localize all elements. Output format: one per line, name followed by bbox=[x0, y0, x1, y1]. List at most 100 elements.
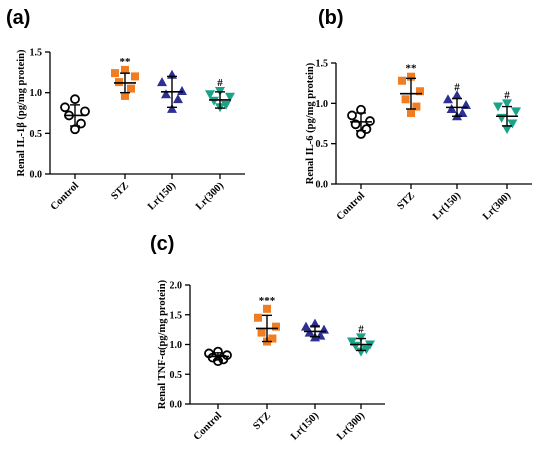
data-point bbox=[268, 334, 277, 343]
data-point bbox=[446, 103, 457, 113]
x-tick-label: Control bbox=[335, 190, 367, 222]
significance-label: ** bbox=[120, 56, 132, 68]
significance-label: # bbox=[217, 77, 223, 89]
data-point bbox=[407, 109, 415, 118]
significance-label: *** bbox=[259, 295, 276, 307]
significance-label: # bbox=[358, 323, 364, 335]
y-tick-label: 1.0 bbox=[30, 88, 43, 99]
group-lr300: Lr(300) # bbox=[335, 323, 375, 442]
group-stz: STZ ** bbox=[395, 63, 424, 212]
x-tick-label: Lr(150) bbox=[431, 190, 463, 222]
data-point bbox=[209, 96, 219, 106]
data-point bbox=[80, 106, 90, 117]
data-point bbox=[263, 304, 271, 313]
y-tick-label: 0.0 bbox=[316, 180, 329, 191]
y-tick-label: 1.5 bbox=[170, 310, 183, 321]
group-stz: STZ *** bbox=[251, 295, 280, 432]
group-lr150: Lr(150) bbox=[146, 69, 187, 212]
panel-a: (a) Renal IL-1β (pg/mg protein) 0.0 0.5 1.0 1… bbox=[6, 7, 245, 213]
significance-label: ** bbox=[406, 63, 418, 75]
data-point bbox=[225, 92, 235, 102]
x-tick-label: STZ bbox=[395, 190, 417, 212]
data-point bbox=[70, 94, 80, 105]
data-point bbox=[272, 322, 280, 331]
data-point bbox=[177, 86, 187, 96]
x-tick-label: Lr(300) bbox=[481, 190, 513, 222]
y-tick-label: 0.0 bbox=[30, 170, 43, 181]
data-point bbox=[401, 95, 410, 104]
data-point bbox=[111, 69, 119, 78]
data-point bbox=[301, 321, 311, 331]
y-tick-label: 0.0 bbox=[170, 400, 183, 411]
y-tick-label: 0.5 bbox=[316, 139, 329, 150]
y-axis-title: Renal IL-1β (pg/mg protein) bbox=[16, 49, 27, 176]
data-point bbox=[157, 77, 167, 87]
data-point bbox=[76, 118, 86, 129]
group-lr300: Lr(300) # bbox=[481, 89, 521, 222]
group-lr150: Lr(150) bbox=[289, 318, 329, 442]
y-tick-label: 0.5 bbox=[170, 370, 183, 381]
data-point bbox=[127, 84, 135, 93]
data-point bbox=[502, 125, 512, 135]
data-point bbox=[365, 116, 375, 126]
data-point bbox=[350, 119, 361, 130]
y-axis-title: Renal IL-6 (pg/mg protein) bbox=[305, 62, 316, 184]
data-point bbox=[131, 72, 139, 81]
panel-label: (c) bbox=[150, 233, 174, 255]
x-tick-label: Lr(150) bbox=[146, 180, 178, 212]
y-tick-label: 1.0 bbox=[170, 340, 183, 351]
data-point bbox=[167, 103, 177, 113]
x-tick-label: Lr(300) bbox=[335, 410, 367, 442]
x-tick-label: Control bbox=[49, 180, 81, 212]
group-lr300: Lr(300) # bbox=[194, 77, 235, 212]
data-point bbox=[407, 72, 415, 81]
significance-label: # bbox=[454, 81, 460, 93]
data-point bbox=[60, 102, 70, 113]
data-point bbox=[121, 91, 129, 100]
data-point bbox=[496, 113, 507, 123]
data-point bbox=[257, 328, 266, 337]
data-point bbox=[412, 102, 421, 111]
data-point bbox=[507, 119, 518, 129]
data-point bbox=[161, 89, 171, 99]
x-tick-label: STZ bbox=[109, 180, 131, 202]
y-tick-label: 0.5 bbox=[30, 129, 43, 140]
data-point bbox=[173, 94, 183, 104]
x-tick-label: Control bbox=[192, 410, 224, 442]
group-control: Control bbox=[49, 94, 90, 213]
y-tick-label: 1.5 bbox=[30, 48, 43, 59]
panel-b: (b) Renal IL-6 (pg/mg protein)0.0 0.5 1.0 1.… bbox=[305, 7, 532, 223]
panel-label: (b) bbox=[318, 7, 344, 29]
data-point bbox=[361, 345, 372, 355]
data-point bbox=[361, 124, 372, 135]
data-point bbox=[457, 108, 468, 118]
data-point bbox=[443, 94, 453, 104]
x-tick-label: Lr(300) bbox=[194, 180, 226, 212]
y-tick-label: 1.5 bbox=[316, 59, 329, 70]
data-point bbox=[416, 87, 424, 96]
data-point bbox=[452, 90, 462, 100]
x-tick-label: Lr(150) bbox=[289, 410, 321, 442]
data-point bbox=[115, 78, 123, 87]
data-point bbox=[347, 110, 357, 121]
group-control: Control bbox=[335, 104, 375, 223]
data-point bbox=[121, 65, 129, 74]
x-tick-label: STZ bbox=[251, 410, 273, 432]
data-point bbox=[254, 313, 262, 322]
y-tick-label: 1.0 bbox=[316, 99, 329, 110]
group-control: Control bbox=[192, 346, 232, 443]
panel-c: (c) Renal TNF-α(pg/mg protein) 0.0 0.5 1.0 1.… bbox=[150, 233, 385, 443]
data-point bbox=[502, 99, 512, 109]
significance-label: # bbox=[504, 89, 510, 101]
data-point bbox=[511, 107, 521, 117]
data-point bbox=[398, 76, 406, 85]
group-stz: STZ ** bbox=[109, 56, 139, 202]
group-lr150: Lr(150) # bbox=[431, 81, 471, 222]
data-point bbox=[221, 100, 231, 110]
y-axis-title: Renal TNF-α(pg/mg protein) bbox=[157, 279, 168, 409]
panel-label: (a) bbox=[6, 7, 30, 29]
data-point bbox=[493, 102, 503, 112]
y-tick-label: 2.0 bbox=[170, 281, 183, 292]
data-point bbox=[205, 90, 215, 100]
